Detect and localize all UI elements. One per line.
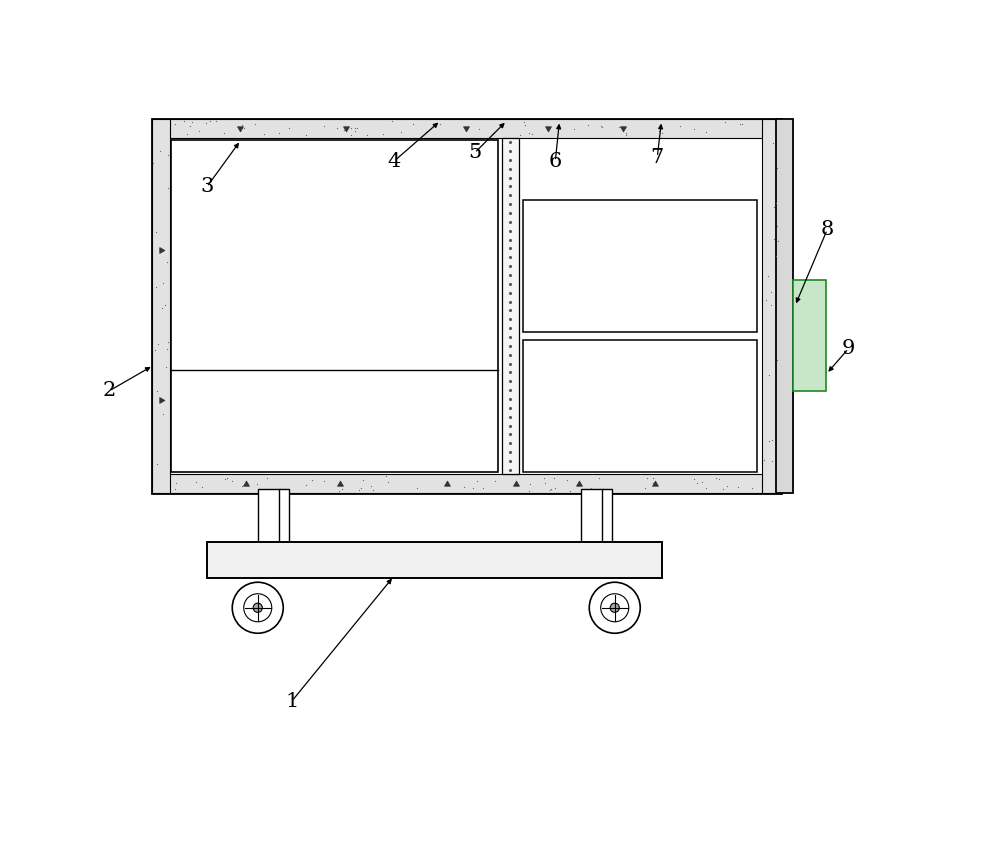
Bar (152, 474, 780, 493)
Bar (523, 340, 757, 472)
Circle shape (610, 604, 619, 612)
Bar (279, 489, 289, 544)
Bar (152, 119, 170, 493)
Text: 5: 5 (468, 144, 481, 162)
Text: 9: 9 (842, 339, 855, 358)
Text: 4: 4 (387, 152, 400, 171)
Bar (776, 119, 793, 493)
Text: 3: 3 (200, 178, 213, 196)
Bar (523, 200, 757, 332)
Bar (762, 119, 780, 493)
Circle shape (253, 604, 262, 612)
Bar (171, 140, 498, 472)
Bar (502, 138, 519, 474)
Text: 2: 2 (102, 382, 116, 400)
Bar (152, 119, 780, 493)
Bar (602, 489, 612, 544)
Text: 8: 8 (821, 220, 834, 239)
Bar (207, 542, 662, 578)
Text: 6: 6 (549, 152, 562, 171)
Text: 7: 7 (651, 148, 664, 167)
Bar (793, 280, 826, 391)
Bar (152, 119, 780, 138)
Text: 1: 1 (285, 692, 298, 711)
Bar (581, 489, 603, 544)
Bar (258, 489, 280, 544)
